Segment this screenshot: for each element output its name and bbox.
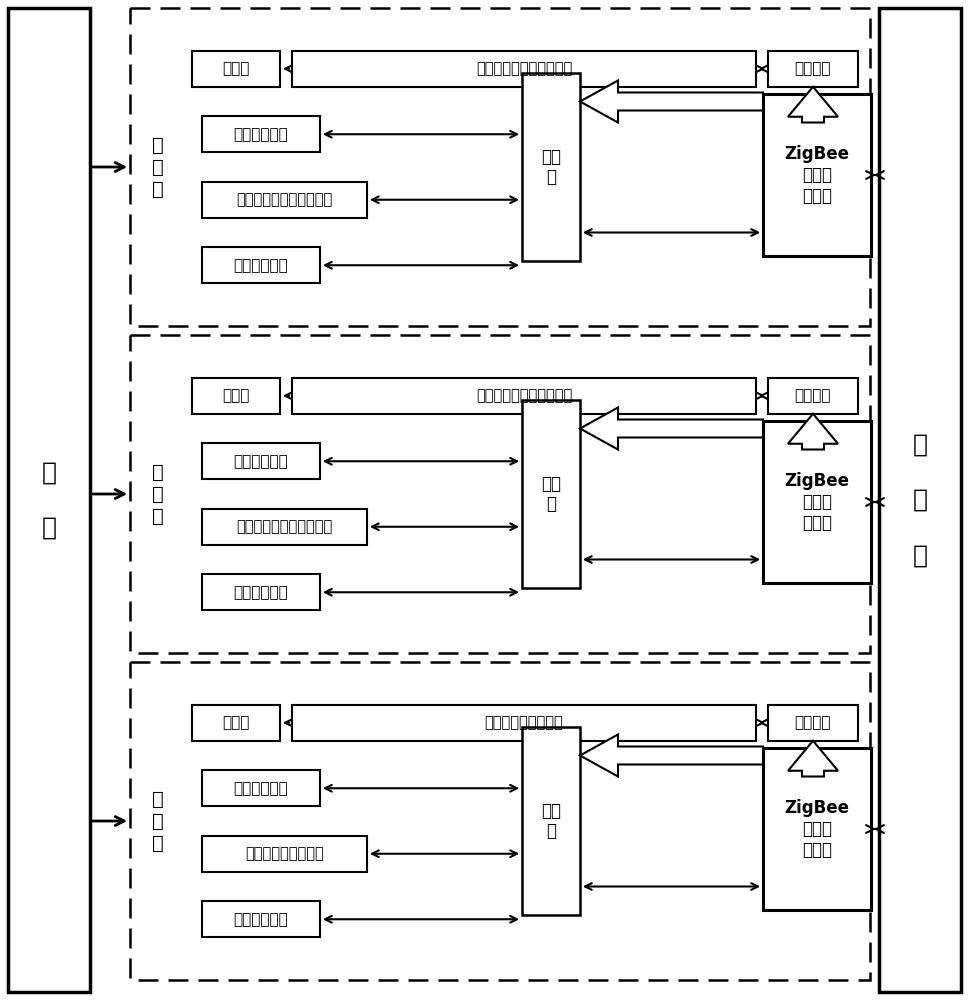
Text: 光控模块: 光控模块 (795, 715, 831, 730)
Bar (292, 378, 756, 414)
Bar (192, 378, 280, 414)
Bar (202, 247, 320, 283)
Text: 火灾报警模块: 火灾报警模块 (234, 127, 289, 142)
Text: 视频监控模块: 视频监控模块 (234, 585, 289, 600)
Polygon shape (580, 734, 763, 776)
Bar (202, 770, 320, 806)
Text: 第二热释电红外传感模块: 第二热释电红外传感模块 (236, 192, 332, 207)
Bar (763, 421, 871, 583)
Bar (130, 335, 870, 653)
Bar (130, 8, 870, 326)
Text: ZigBee
无线通
信模块: ZigBee 无线通 信模块 (785, 145, 850, 205)
Text: 照明灯: 照明灯 (222, 715, 250, 730)
Text: 应
急
灯: 应 急 灯 (152, 790, 164, 852)
Bar (130, 662, 870, 980)
Bar (768, 51, 858, 87)
Text: ZigBee
无线通
信模块: ZigBee 无线通 信模块 (785, 472, 850, 532)
Text: 视频监控模块: 视频监控模块 (234, 258, 289, 273)
Bar (202, 182, 367, 218)
Bar (292, 705, 756, 741)
Bar (292, 51, 756, 87)
Bar (192, 51, 280, 87)
Text: 光控模块: 光控模块 (795, 388, 831, 403)
Text: 照明灯: 照明灯 (222, 61, 250, 76)
Text: 应
急
灯: 应 急 灯 (152, 462, 164, 526)
Bar (522, 400, 580, 588)
Bar (202, 901, 320, 937)
Bar (202, 574, 320, 610)
Text: 第一热释电红外传感模块: 第一热释电红外传感模块 (476, 61, 572, 76)
Polygon shape (788, 87, 838, 122)
Text: 应
急
灯: 应 急 灯 (152, 135, 164, 198)
Text: 上

位

机: 上 位 机 (913, 432, 927, 568)
Text: 照明灯: 照明灯 (222, 388, 250, 403)
Text: 第二热释电红外传感模块: 第二热释电红外传感模块 (236, 519, 332, 534)
Polygon shape (788, 741, 838, 776)
Bar (8, 8, 90, 992)
Text: 视频监控模块: 视频监控模块 (234, 912, 289, 927)
Bar (768, 378, 858, 414)
Text: 市

电: 市 电 (42, 460, 56, 540)
Bar (202, 116, 320, 152)
Bar (202, 509, 367, 545)
Text: ZigBee
无线通
信模块: ZigBee 无线通 信模块 (785, 799, 850, 859)
Bar (763, 748, 871, 910)
Text: 热释电红外传感模块: 热释电红外传感模块 (484, 715, 563, 730)
Text: 火灾报警模块: 火灾报警模块 (234, 454, 289, 469)
Polygon shape (788, 414, 838, 450)
Text: 下位
机: 下位 机 (541, 802, 561, 840)
Bar (763, 94, 871, 256)
Bar (202, 836, 367, 872)
Bar (879, 8, 961, 992)
Polygon shape (580, 408, 763, 450)
Bar (522, 727, 580, 915)
Bar (202, 443, 320, 479)
Bar (522, 73, 580, 261)
Polygon shape (580, 81, 763, 122)
Text: 下位
机: 下位 机 (541, 475, 561, 513)
Text: 第一热释电红外传感模块: 第一热释电红外传感模块 (476, 388, 572, 403)
Text: 下位
机: 下位 机 (541, 148, 561, 186)
Text: 光控模块: 光控模块 (795, 61, 831, 76)
Bar (192, 705, 280, 741)
Bar (768, 705, 858, 741)
Text: 热释电红外传感模块: 热释电红外传感模块 (245, 846, 324, 861)
Text: 火灾报警模块: 火灾报警模块 (234, 781, 289, 796)
